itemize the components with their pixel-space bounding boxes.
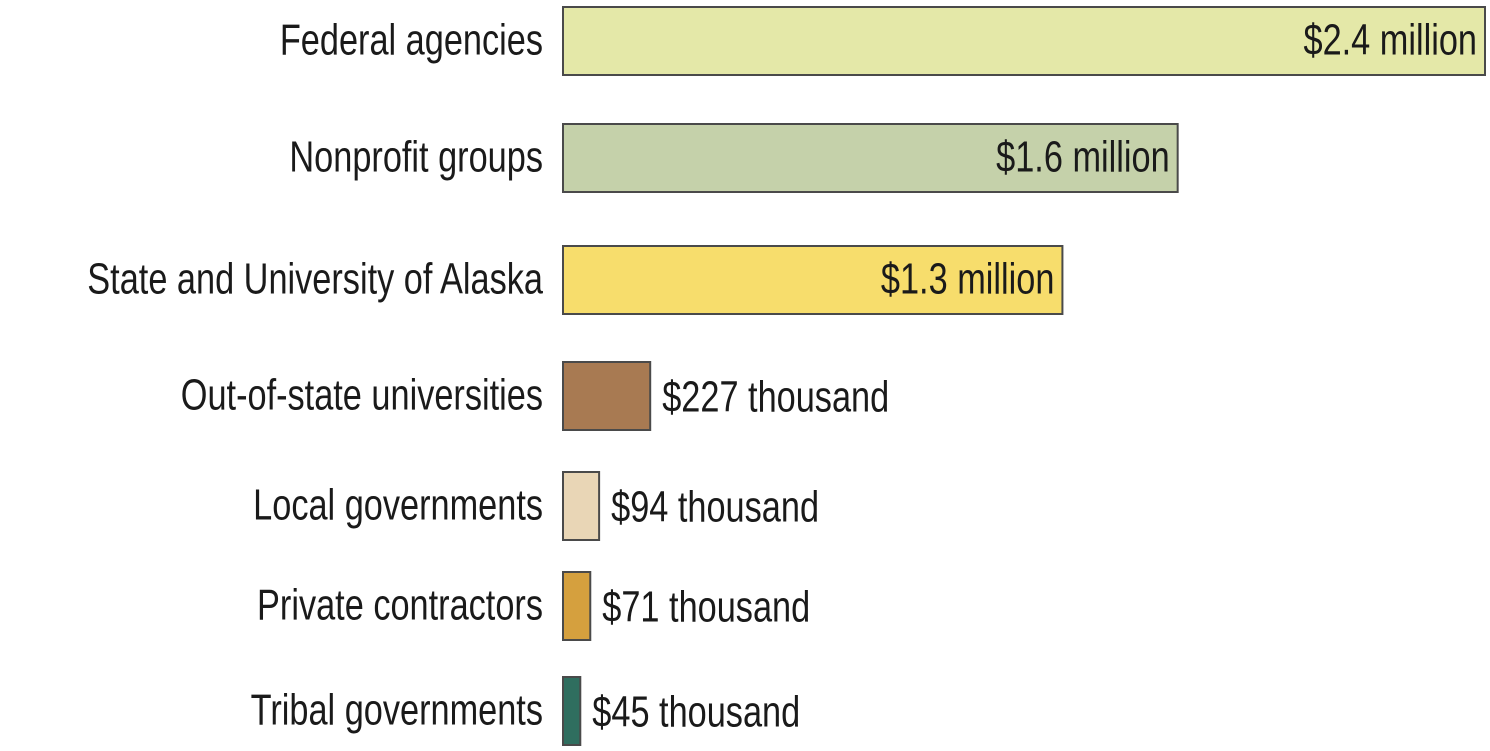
category-label-group: Local governments (253, 481, 543, 530)
value-label: $71 thousand (602, 583, 810, 632)
value-label: $227 thousand (662, 373, 889, 422)
value-label: $45 thousand (592, 688, 800, 737)
value-label-group: $227 thousand (662, 373, 889, 422)
bar (562, 676, 582, 746)
category-label: Federal agencies (280, 16, 543, 65)
value-label: $94 thousand (611, 483, 819, 532)
category-label-group: Private contractors (257, 581, 543, 630)
value-label-group: $45 thousand (592, 688, 800, 737)
value-label: $1.6 million (996, 133, 1170, 182)
category-label: Local governments (253, 481, 543, 530)
value-label-group: $71 thousand (602, 583, 810, 632)
category-label-group: Federal agencies (280, 16, 543, 65)
value-label: $2.4 million (1303, 16, 1477, 65)
bar (562, 6, 1486, 76)
category-label: Private contractors (257, 581, 543, 630)
category-label-group: Nonprofit groups (289, 133, 543, 182)
value-label-group: $2.4 million (1303, 16, 1477, 65)
category-label: Tribal governments (251, 686, 543, 735)
category-label-group: Tribal governments (251, 686, 543, 735)
bar (562, 471, 601, 541)
bar (562, 245, 1064, 315)
value-label-group: $1.6 million (996, 133, 1170, 182)
category-label-group: State and University of Alaska (87, 255, 543, 304)
category-label: Nonprofit groups (289, 133, 543, 182)
category-label-group: Out-of-state universities (181, 371, 543, 420)
bar (562, 571, 592, 641)
bar (562, 361, 652, 431)
category-label: Out-of-state universities (181, 371, 543, 420)
category-label: State and University of Alaska (87, 255, 543, 304)
value-label: $1.3 million (881, 255, 1055, 304)
value-label-group: $94 thousand (611, 483, 819, 532)
bar (562, 123, 1179, 193)
value-label-group: $1.3 million (881, 255, 1055, 304)
